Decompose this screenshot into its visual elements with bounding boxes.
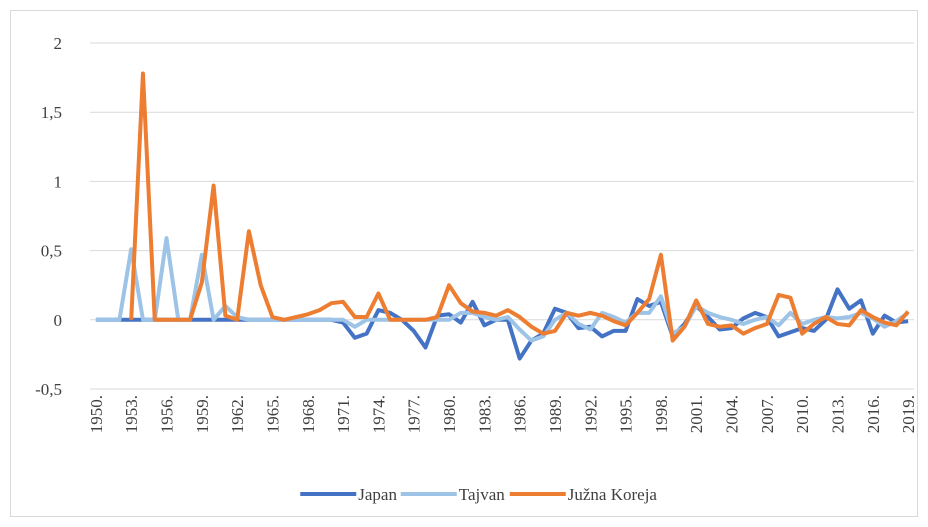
x-tick-label: 2001. [687, 395, 706, 433]
x-tick-label: 2013. [828, 395, 847, 433]
x-tick-label: 1998. [652, 395, 671, 433]
legend-label: Južna Koreja [568, 485, 658, 504]
chart-border [10, 10, 918, 517]
series-line [95, 236, 910, 343]
x-tick-label: 1995. [617, 395, 636, 433]
x-tick-label: 2007. [758, 395, 777, 433]
x-tick-label: 2016. [864, 395, 883, 433]
x-tick-label: 1983. [475, 395, 494, 433]
y-tick-label: -0,5 [35, 380, 62, 399]
x-tick-label: 1980. [440, 395, 459, 433]
legend-label: Tajvan [459, 485, 506, 504]
legend-label: Japan [358, 485, 397, 504]
y-tick-label: 0 [54, 311, 63, 330]
x-tick-label: 1977. [405, 395, 424, 433]
x-tick-label: 2019. [899, 395, 918, 433]
x-tick-label: 1950. [87, 395, 106, 433]
x-tick-label: 1962. [228, 395, 247, 433]
x-tick-label: 1971. [334, 395, 353, 433]
x-tick-label: 1968. [299, 395, 318, 433]
x-tick-label: 1953. [122, 395, 141, 433]
series-line [129, 71, 910, 343]
x-tick-label: 1959. [193, 395, 212, 433]
x-tick-label: 1989. [546, 395, 565, 433]
y-tick-label: 1,5 [41, 103, 62, 122]
x-tick-label: 1986. [511, 395, 530, 433]
x-tick-label: 2010. [793, 395, 812, 433]
x-tick-label: 2004. [723, 395, 742, 433]
y-tick-label: 0,5 [41, 242, 62, 261]
x-tick-label: 1974. [369, 395, 388, 433]
x-tick-label: 1965. [263, 395, 282, 433]
x-tick-label: 1956. [158, 395, 177, 433]
x-tick-label: 1992. [581, 395, 600, 433]
y-tick-label: 1 [54, 172, 63, 191]
y-tick-label: 2 [54, 34, 63, 53]
